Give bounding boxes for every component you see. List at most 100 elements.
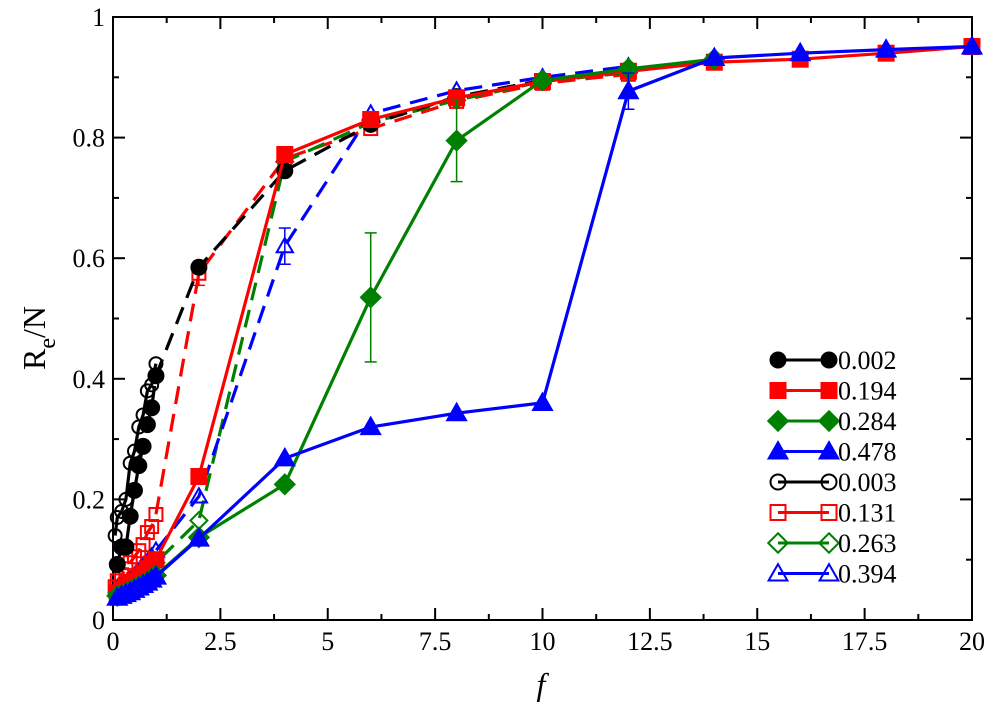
svg-text:Re/N: Re/N — [16, 306, 61, 370]
series-0.478 — [106, 35, 984, 606]
series-line — [113, 72, 629, 588]
data-point — [789, 41, 812, 62]
legend-marker — [769, 351, 787, 369]
legend-marker — [766, 562, 790, 582]
series-line — [116, 70, 629, 595]
data-point — [190, 467, 208, 485]
data-point — [143, 399, 161, 417]
legend-marker — [766, 531, 790, 555]
x-tick-label: 2.5 — [204, 627, 237, 656]
data-point — [125, 481, 143, 499]
x-tick-label: 7.5 — [419, 627, 452, 656]
data-point — [190, 258, 208, 276]
legend-entry-0.003: 0.003 — [769, 468, 897, 497]
data-point — [274, 235, 295, 254]
data-point — [273, 447, 296, 467]
y-tick-label: 0.4 — [73, 365, 106, 394]
legend-entry-0.478: 0.478 — [766, 438, 897, 467]
x-tick-label: 17.5 — [842, 627, 888, 656]
series-0.131 — [107, 66, 636, 595]
data-point — [445, 401, 468, 422]
legend-entry-0.131: 0.131 — [769, 499, 897, 528]
legend-label: 0.263 — [838, 529, 897, 558]
data-point — [187, 527, 210, 547]
legend-marker — [820, 473, 838, 491]
y-tick-label: 1 — [92, 3, 105, 32]
legend-marker — [817, 562, 841, 582]
data-point — [276, 145, 294, 163]
data-point — [121, 507, 139, 525]
series-line — [116, 64, 629, 592]
y-axis-label-main: R — [16, 348, 52, 370]
series-line — [115, 67, 629, 565]
legend-marker — [769, 382, 787, 399]
data-point — [531, 69, 554, 92]
legend-entry-0.263: 0.263 — [766, 529, 897, 558]
series-0.394 — [107, 56, 639, 597]
x-tick-label: 15 — [744, 627, 770, 656]
legend-marker — [766, 440, 790, 460]
legend-marker — [769, 473, 787, 491]
legend-entry-0.002: 0.002 — [769, 346, 897, 375]
y-axis-label-tail: /N — [16, 306, 52, 338]
legend-label: 0.003 — [838, 468, 897, 497]
y-tick-label: 0 — [92, 606, 105, 635]
data-point — [703, 46, 726, 67]
x-tick-label: 5 — [321, 627, 334, 656]
data-point — [108, 556, 126, 574]
legend-marker — [766, 409, 790, 433]
x-tick-label: 0 — [107, 627, 120, 656]
legend-marker — [820, 504, 838, 521]
data-point — [960, 35, 984, 55]
data-point — [148, 506, 164, 522]
y-axis-label: Re/N — [16, 306, 61, 370]
data-point — [445, 129, 468, 152]
y-axis-label-subscript: e — [35, 338, 61, 349]
data-point — [875, 38, 898, 58]
x-tick-label: 12.5 — [627, 627, 673, 656]
data-point — [117, 538, 135, 556]
x-tick-label: 20 — [959, 627, 985, 656]
y-tick-label: 0.8 — [73, 124, 106, 153]
legend-label: 0.394 — [838, 560, 897, 589]
legend-entry-0.194: 0.194 — [769, 377, 897, 406]
legend-marker — [820, 351, 838, 369]
data-point — [189, 486, 209, 504]
legend-label: 0.284 — [838, 407, 897, 436]
x-tick-label: 10 — [530, 627, 556, 656]
data-point — [138, 416, 156, 434]
legend-label: 0.478 — [838, 438, 897, 467]
data-point — [617, 79, 640, 100]
data-point — [130, 457, 148, 475]
series-line — [113, 363, 158, 536]
data-point — [531, 391, 554, 411]
data-point — [359, 286, 382, 309]
data-point — [144, 565, 168, 585]
axis-ticks: 0 2.5 5 7.5 10 12.5 15 17.5 20 0 0.2 0.4 0.6 0.8 1 — [73, 3, 986, 656]
y-tick-label: 0.6 — [73, 244, 106, 273]
data-point — [273, 473, 296, 496]
legend-entry-0.284: 0.284 — [766, 407, 897, 436]
legend-marker — [817, 409, 841, 433]
error-bar — [278, 227, 291, 265]
data-point — [359, 415, 382, 436]
legend-marker — [769, 504, 787, 521]
data-point — [362, 111, 380, 129]
legend-marker — [817, 531, 841, 555]
x-axis-label: f — [537, 666, 550, 702]
legend-marker — [817, 440, 841, 460]
legend-label: 0.131 — [838, 499, 897, 528]
legend-label: 0.002 — [838, 346, 897, 375]
series-line — [116, 57, 715, 598]
series-0.284 — [106, 48, 726, 608]
legend-entry-0.394: 0.394 — [766, 560, 897, 589]
series-layer — [106, 35, 984, 608]
legend-marker — [820, 382, 838, 399]
legend-label: 0.194 — [838, 377, 897, 406]
data-point — [134, 437, 152, 455]
data-point — [147, 367, 165, 385]
y-tick-label: 0.2 — [73, 485, 106, 514]
